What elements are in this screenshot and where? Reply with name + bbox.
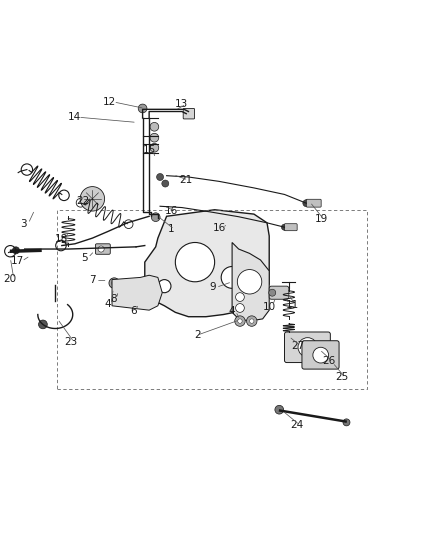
Circle shape (150, 143, 159, 152)
Circle shape (117, 287, 125, 296)
Circle shape (275, 405, 284, 414)
Circle shape (343, 419, 350, 426)
FancyBboxPatch shape (302, 341, 339, 369)
FancyBboxPatch shape (183, 108, 194, 119)
FancyBboxPatch shape (285, 332, 330, 362)
Circle shape (138, 104, 147, 113)
Circle shape (298, 338, 317, 357)
Circle shape (237, 270, 262, 294)
Text: 1: 1 (168, 224, 174, 235)
Circle shape (282, 224, 288, 230)
Text: 4: 4 (104, 300, 111, 310)
Circle shape (39, 320, 47, 329)
Text: 2: 2 (194, 330, 201, 341)
Circle shape (109, 278, 120, 288)
Text: 5: 5 (81, 253, 88, 263)
Circle shape (238, 319, 242, 323)
Text: 20: 20 (4, 274, 17, 284)
Circle shape (151, 213, 160, 222)
Text: 17: 17 (11, 256, 24, 266)
Text: 22: 22 (76, 196, 89, 206)
Polygon shape (112, 275, 162, 310)
FancyBboxPatch shape (269, 286, 289, 299)
Text: 24: 24 (290, 420, 304, 430)
Text: 16: 16 (212, 223, 226, 233)
Circle shape (221, 266, 243, 288)
Text: 13: 13 (175, 99, 188, 109)
Text: 12: 12 (103, 97, 117, 107)
Circle shape (112, 280, 117, 286)
Circle shape (236, 304, 244, 312)
Text: 4: 4 (229, 306, 235, 316)
Text: 21: 21 (180, 175, 193, 185)
Text: 9: 9 (209, 282, 216, 293)
Text: 3: 3 (21, 219, 27, 229)
Circle shape (250, 319, 254, 323)
Text: 25: 25 (336, 372, 349, 382)
Text: 18: 18 (54, 235, 67, 245)
Text: 8: 8 (110, 294, 117, 304)
Circle shape (158, 280, 171, 293)
FancyBboxPatch shape (306, 199, 321, 207)
Polygon shape (145, 210, 269, 317)
Circle shape (162, 180, 169, 187)
Circle shape (12, 247, 19, 254)
Text: 14: 14 (67, 112, 81, 122)
Text: 19: 19 (315, 214, 328, 224)
Text: 7: 7 (89, 276, 95, 286)
Circle shape (236, 293, 244, 302)
Text: 10: 10 (263, 302, 276, 312)
FancyBboxPatch shape (285, 224, 297, 231)
Text: 16: 16 (164, 206, 177, 216)
Circle shape (303, 200, 310, 207)
Circle shape (156, 174, 163, 181)
Text: 23: 23 (64, 337, 77, 347)
Text: 27: 27 (291, 342, 304, 351)
Circle shape (150, 123, 159, 131)
Text: 6: 6 (131, 306, 137, 316)
Polygon shape (232, 243, 269, 321)
Circle shape (98, 246, 104, 252)
Circle shape (150, 133, 159, 142)
Circle shape (80, 187, 105, 211)
Text: 26: 26 (322, 356, 336, 366)
Circle shape (235, 316, 245, 326)
Circle shape (175, 243, 215, 282)
Circle shape (269, 289, 276, 296)
Circle shape (247, 316, 257, 326)
Text: 15: 15 (142, 146, 156, 155)
Text: 11: 11 (286, 300, 299, 310)
Circle shape (313, 348, 328, 363)
FancyBboxPatch shape (95, 244, 110, 254)
